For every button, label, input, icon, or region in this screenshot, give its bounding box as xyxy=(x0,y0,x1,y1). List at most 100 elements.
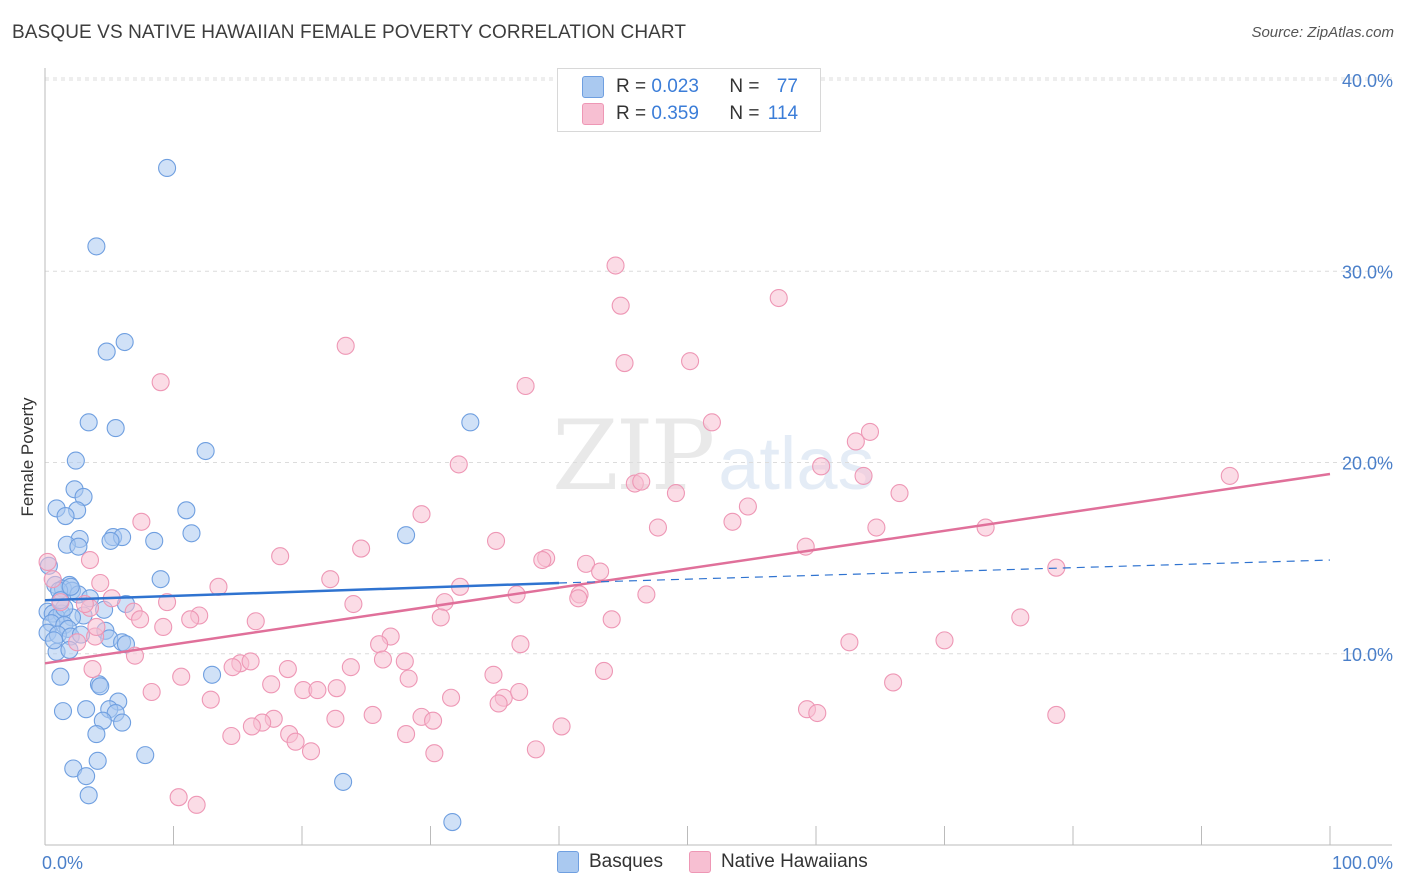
native-hawaiians-point xyxy=(424,711,443,730)
y-tick-label: 20.0% xyxy=(1342,454,1393,474)
basques-point xyxy=(69,537,88,556)
bottom-legend-hawaiians: Native Hawaiians xyxy=(688,851,868,873)
legend-r-label: R = xyxy=(616,103,647,124)
native-hawaiians-point xyxy=(935,631,954,650)
native-hawaiians-point xyxy=(91,573,110,593)
native-hawaiians-point xyxy=(51,593,70,612)
basques-point xyxy=(115,332,134,352)
legend-row-basques: R = 0.023 N = 77 xyxy=(582,75,798,99)
native-hawaiians-point xyxy=(1220,466,1239,485)
native-hawaiians-point xyxy=(132,512,151,531)
native-hawaiians-point xyxy=(606,256,625,275)
native-hawaiians-point xyxy=(321,570,340,589)
native-hawaiians-point xyxy=(486,531,506,550)
native-hawaiians-point xyxy=(38,552,57,572)
native-hawaiians-point xyxy=(242,717,261,736)
basques-point xyxy=(182,524,201,543)
native-hawaiians-point xyxy=(1011,608,1030,627)
native-hawaiians-point xyxy=(489,694,508,713)
native-hawaiians-trend-line xyxy=(44,472,1331,665)
native-hawaiians-point xyxy=(808,703,827,723)
basques-point xyxy=(88,751,107,770)
bottom-legend-hawaiians-label: Native Hawaiians xyxy=(720,851,868,872)
y-tick-label: 30.0% xyxy=(1342,262,1393,282)
native-hawaiians-point xyxy=(431,608,450,627)
basques-point xyxy=(334,772,353,791)
y-tick-label: 10.0% xyxy=(1342,645,1393,665)
x-tick-label: 100.0% xyxy=(1332,853,1393,873)
native-hawaiians-point xyxy=(854,466,873,485)
native-hawaiians-point xyxy=(1047,705,1066,725)
basques-point xyxy=(145,531,164,550)
basques-point xyxy=(87,725,106,744)
basques-point xyxy=(113,713,132,732)
native-hawaiians-point xyxy=(425,744,444,763)
native-hawaiians-point xyxy=(591,562,610,581)
basques-point xyxy=(77,700,96,719)
native-hawaiians-point xyxy=(223,658,242,677)
legend-n-label: N = xyxy=(729,76,760,97)
native-hawaiians-point xyxy=(976,518,995,537)
legend-swatch-hawaiians xyxy=(582,103,604,125)
native-hawaiians-point xyxy=(80,550,100,570)
native-hawaiians-point xyxy=(286,732,305,751)
native-hawaiians-point xyxy=(738,497,757,516)
native-hawaiians-point xyxy=(209,577,228,596)
legend-r-label: R = xyxy=(616,76,647,97)
basques-point xyxy=(61,577,80,596)
native-hawaiians-point xyxy=(241,652,260,671)
native-hawaiians-point xyxy=(399,669,418,688)
native-hawaiians-point xyxy=(201,690,220,709)
basques-trend-line xyxy=(44,581,560,602)
native-hawaiians-point xyxy=(222,726,241,746)
native-hawaiians-point xyxy=(43,570,62,589)
axes xyxy=(44,68,1392,846)
basques-point xyxy=(66,451,85,470)
native-hawaiians-point xyxy=(344,594,363,614)
basques-point xyxy=(136,746,155,765)
basques-trend-extension xyxy=(558,559,1331,584)
native-hawaiians-point xyxy=(723,512,742,531)
native-hawaiians-point xyxy=(594,661,614,681)
native-hawaiians-point xyxy=(373,650,393,669)
native-hawaiians-point xyxy=(449,455,468,474)
bottom-swatch-hawaiians xyxy=(688,851,711,873)
basques-point xyxy=(91,677,110,696)
native-hawaiians-point xyxy=(435,593,454,612)
native-hawaiians-point xyxy=(516,376,535,396)
native-hawaiians-point xyxy=(569,589,588,608)
legend-r-value: 0.023 xyxy=(651,76,699,97)
x-tick-label: 0.0% xyxy=(42,853,83,873)
legend-n-label: N = xyxy=(729,103,760,124)
gridlines xyxy=(45,77,1392,655)
basques-point xyxy=(397,526,416,545)
bottom-swatch-basques xyxy=(557,851,579,873)
bottom-legend-basques-label: Basques xyxy=(589,851,663,872)
native-hawaiians-point xyxy=(352,539,371,558)
native-hawaiians-point xyxy=(867,518,886,537)
native-hawaiians-point xyxy=(533,550,552,570)
native-hawaiians-point xyxy=(327,679,346,698)
native-hawaiians-point xyxy=(395,652,414,671)
basques-point xyxy=(53,702,73,721)
native-hawaiians-point xyxy=(154,617,173,637)
legend-swatch-basques xyxy=(582,76,604,98)
native-hawaiians-point xyxy=(341,658,360,677)
basques-point xyxy=(151,570,170,589)
native-hawaiians-point xyxy=(840,633,859,652)
native-hawaiians-point xyxy=(648,518,667,537)
native-hawaiians-point xyxy=(187,795,206,814)
native-hawaiians-point xyxy=(336,336,355,355)
tick-labels: 10.0% 20.0% 30.0% 40.0% 0.0% 100.0% xyxy=(42,71,1393,873)
native-hawaiians-point xyxy=(769,288,788,308)
basques-point xyxy=(79,786,98,805)
native-hawaiians-point xyxy=(397,725,416,744)
basques-point xyxy=(56,506,75,526)
native-hawaiians-point xyxy=(666,484,685,503)
legend-n-value: 114 xyxy=(767,103,799,124)
legend: R = 0.023 N = 77 R = 0.359 N = 114 xyxy=(557,68,821,132)
native-hawaiians-point xyxy=(484,665,503,684)
native-hawaiians-point xyxy=(812,457,831,476)
basques-point xyxy=(44,631,64,650)
